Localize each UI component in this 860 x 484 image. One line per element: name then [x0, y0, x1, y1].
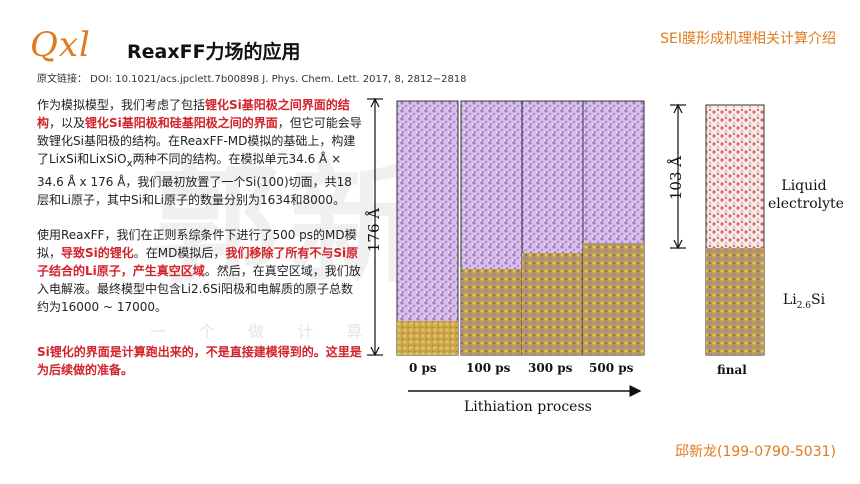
time-label: 500 ps: [589, 361, 634, 375]
anode-label-sub: 2.6: [796, 300, 812, 311]
text: ，但它可能会导致锂化Si基阳极的结构。在ReaxFF-MD模拟的基础上，构建了L…: [37, 116, 362, 166]
text: 两种不同的结构。在模拟单元34.6 Å × 34.6 Å x 176 Å，我们最…: [37, 152, 352, 208]
text: ，以及: [49, 116, 86, 130]
electrolyte-label-line2: electrolyte: [768, 196, 844, 212]
section-title: SEI膜形成机理相关计算介绍: [660, 31, 836, 47]
height-label-left: 176 Å: [365, 207, 384, 253]
height-label-right: 103 Å: [667, 155, 686, 201]
time-label: 0 ps: [409, 361, 437, 375]
text: 使用ReaxFF，我们在正则系综条件下进行了500 ps的MD模拟，: [37, 228, 357, 260]
anode-label-si: Si: [811, 292, 826, 308]
figure-graphic: [367, 97, 765, 397]
text: 。在MD模拟后，: [133, 246, 226, 260]
contact-footer: 邱新龙(199-0790-5031): [674, 444, 836, 460]
process-label: Lithiation process: [464, 399, 592, 415]
electrolyte-label: Liquid electrolyte: [768, 177, 844, 213]
highlight-text: 锂化Si基阳极之间界面的结构: [37, 98, 350, 130]
page-title: ReaxFF力场的应用: [127, 41, 301, 63]
paragraph-model-description: 作为模拟模型，我们考虑了包括锂化Si基阳极之间界面的结构，以及锂化Si基阳极和硅…: [37, 96, 363, 209]
paragraph-simulation: 使用ReaxFF，我们在正则系综条件下进行了500 ps的MD模拟，导致Si的锂…: [37, 226, 363, 316]
time-label: final: [717, 363, 747, 377]
time-label: 100 ps: [466, 361, 511, 375]
source-citation: 原文链接： DOI: 10.1021/acs.jpclett.7b00898 J…: [37, 74, 467, 85]
text: 作为模拟模型，我们考虑了包括: [37, 98, 206, 112]
text: 。然后，在真空区域，我们放入电解液。最终模型中包含Li2.6Si阳极和电解质的原…: [37, 264, 361, 314]
logo: Qxl: [30, 25, 91, 65]
anode-label: Li2.6Si: [774, 291, 834, 315]
note-text: Si锂化的界面是计算跑出来的，不是直接建模得到的。这里是为后续做的准备。: [37, 345, 362, 377]
highlight-text: 导致Si的锂化: [61, 246, 134, 260]
electrolyte-label-line1: Liquid: [781, 178, 827, 194]
box-0ps: [396, 100, 459, 356]
highlight-text: 我们移除了所有不与Si原子结合的Li原子，产生真空区域: [37, 246, 359, 278]
subscript: x: [126, 158, 133, 170]
time-label: 300 ps: [528, 361, 573, 375]
anode-label-li: Li: [782, 292, 797, 308]
highlight-text: 锂化Si基阳极和硅基阳极之间的界面: [85, 116, 278, 130]
lithiation-figure: 176 Å 103 Å 0 ps 100 ps 300 ps 500 ps fi…: [360, 93, 844, 433]
